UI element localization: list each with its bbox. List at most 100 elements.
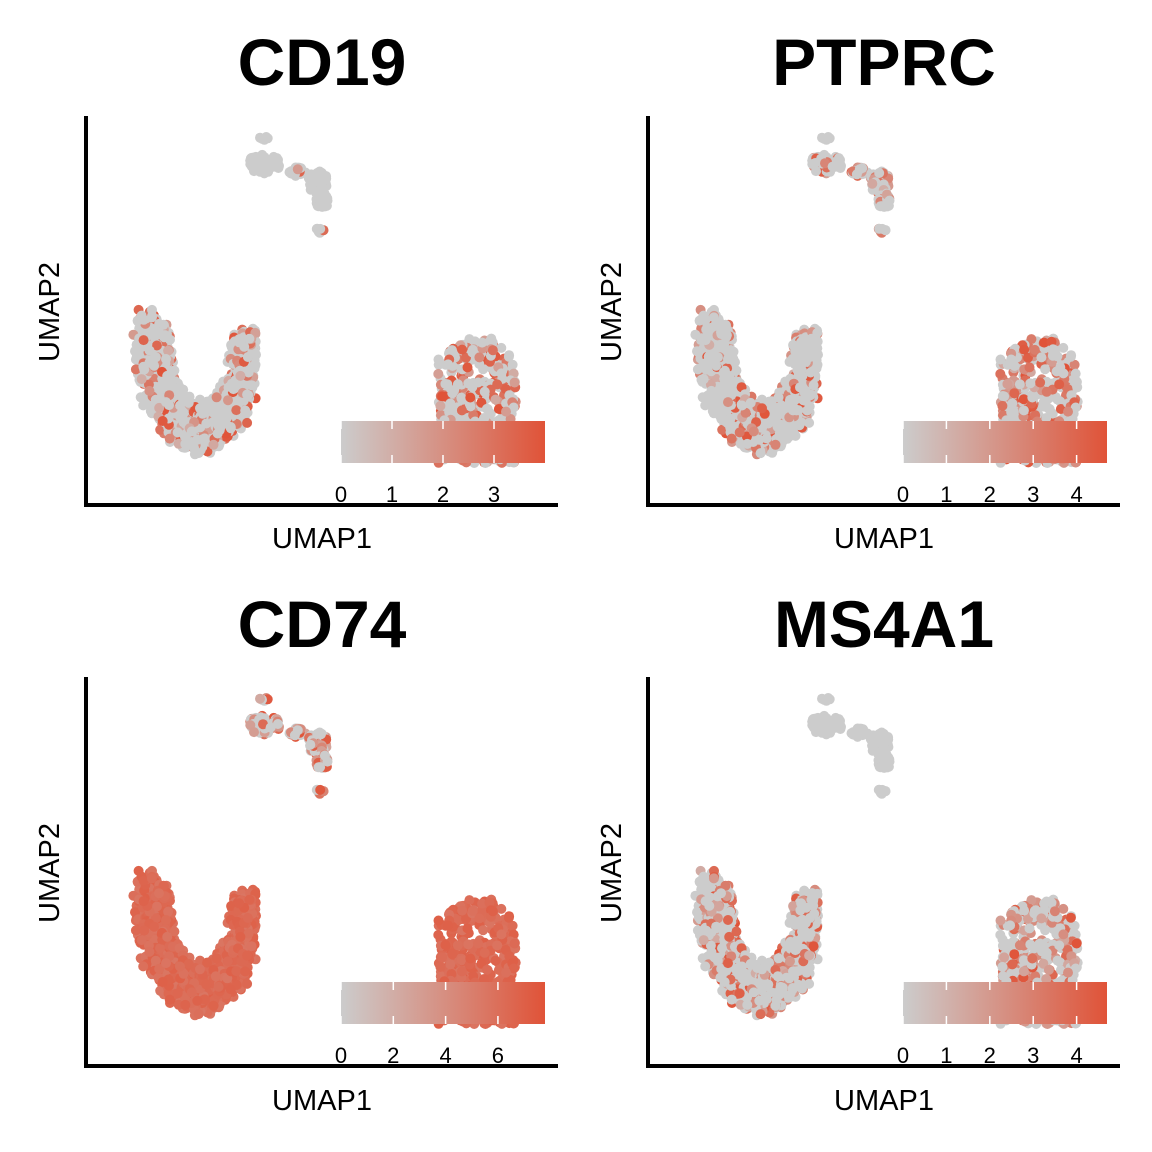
- scatter-point: [211, 392, 222, 403]
- scatter-point: [706, 385, 717, 396]
- colorbar-tick-label: 1: [940, 482, 952, 507]
- scatter-point: [456, 394, 467, 405]
- scatter-point: [138, 314, 149, 325]
- scatter-point: [255, 132, 265, 143]
- scatter-point: [1025, 378, 1036, 389]
- scatter-point: [433, 354, 444, 365]
- scatter-point: [484, 336, 495, 347]
- scatter-point: [713, 340, 724, 351]
- scatter-points: [128, 693, 521, 1029]
- scatter-point: [452, 379, 463, 390]
- scatter-point: [719, 416, 730, 426]
- scatter-point: [995, 354, 1006, 365]
- scatter-point: [163, 345, 174, 356]
- scatter-point: [474, 352, 485, 363]
- scatter-point: [478, 364, 489, 375]
- scatter-point: [162, 370, 173, 381]
- scatter-point: [210, 410, 221, 421]
- scatter-point: [802, 405, 813, 416]
- scatter-point: [150, 352, 161, 363]
- scatter-point: [154, 402, 165, 413]
- scatter-point: [804, 417, 815, 428]
- colorbar-tick-labels: 0 1 2 3: [335, 482, 500, 507]
- scatter-point: [808, 380, 819, 391]
- x-axis-label: UMAP1: [834, 523, 934, 555]
- scatter-point: [496, 368, 507, 379]
- scatter-point: [437, 391, 448, 402]
- panel-ptprc: PTPRC UMAP1 UMAP2 0 1 2 3 4: [596, 25, 1120, 555]
- scatter-point: [748, 426, 759, 437]
- y-axis-label: UMAP2: [596, 262, 628, 362]
- scatter-point: [138, 400, 149, 411]
- scatter-points: [128, 132, 521, 468]
- scatter-point: [698, 374, 709, 385]
- y-axis-label: UMAP2: [34, 262, 66, 362]
- scatter-point: [322, 195, 333, 206]
- scatter-point: [305, 178, 316, 189]
- scatter-point: [1043, 403, 1054, 414]
- scatter-point: [195, 403, 205, 414]
- scatter-point: [997, 400, 1008, 411]
- scatter-point: [700, 400, 711, 411]
- scatter-point: [737, 400, 747, 411]
- scatter-point: [208, 439, 219, 450]
- scatter-point: [163, 906, 174, 917]
- scatter-point: [723, 397, 733, 408]
- scatter-point: [223, 956, 233, 967]
- scatter-point: [161, 397, 171, 408]
- scatter-point: [1018, 394, 1029, 405]
- scatter-point: [144, 385, 155, 396]
- scatter-point: [805, 367, 816, 378]
- scatter-point: [827, 161, 838, 172]
- scatter-point: [1039, 337, 1050, 348]
- scatter-point: [1009, 388, 1020, 399]
- scatter-point: [234, 337, 245, 348]
- scatter-point: [1005, 359, 1016, 370]
- scatter-point: [213, 420, 224, 431]
- scatter-point: [149, 360, 160, 371]
- scatter-point: [1063, 406, 1073, 417]
- scatter-point: [508, 402, 519, 413]
- scatter-point: [130, 925, 141, 936]
- scatter-point: [312, 168, 323, 178]
- scatter-point: [745, 397, 756, 408]
- scatter-point: [501, 406, 511, 417]
- scatter-point: [464, 334, 475, 345]
- scatter-point: [1049, 345, 1060, 356]
- scatter-point: [136, 374, 147, 385]
- colorbar-tick-label: 4: [1070, 482, 1082, 507]
- scatter-point: [787, 423, 798, 434]
- scatter-point: [225, 423, 236, 434]
- scatter-point: [1046, 336, 1057, 347]
- scatter-point: [1058, 368, 1069, 379]
- scatter-point: [315, 223, 326, 234]
- scatter-points: [690, 132, 1083, 468]
- scatter-point: [717, 424, 728, 435]
- scatter-point: [788, 340, 799, 350]
- scatter-point: [712, 352, 723, 363]
- scatter-point: [462, 362, 473, 373]
- colorbar-tick-label: 3: [488, 482, 500, 507]
- scatter-point: [447, 388, 458, 399]
- scatter-point: [151, 901, 162, 912]
- scatter-point: [775, 420, 786, 431]
- scatter-point: [723, 354, 733, 364]
- scatter-point: [242, 978, 253, 989]
- scatter-point: [708, 312, 719, 323]
- scatter-point: [226, 340, 237, 350]
- scatter-point: [1065, 351, 1076, 362]
- scatter-point: [793, 405, 804, 416]
- scatter-point: [797, 370, 808, 381]
- scatter-point: [175, 400, 185, 411]
- scatter-point: [1002, 379, 1013, 389]
- scatter-point: [1026, 334, 1037, 345]
- scatter-point: [1036, 352, 1047, 363]
- scatter-point: [854, 164, 865, 175]
- scatter-point: [155, 382, 165, 393]
- scatter-point: [804, 352, 815, 362]
- scatter-point: [240, 405, 251, 416]
- scatter-point: [757, 403, 767, 414]
- scatter-point: [877, 223, 888, 234]
- colorbar-ticks: [340, 421, 495, 463]
